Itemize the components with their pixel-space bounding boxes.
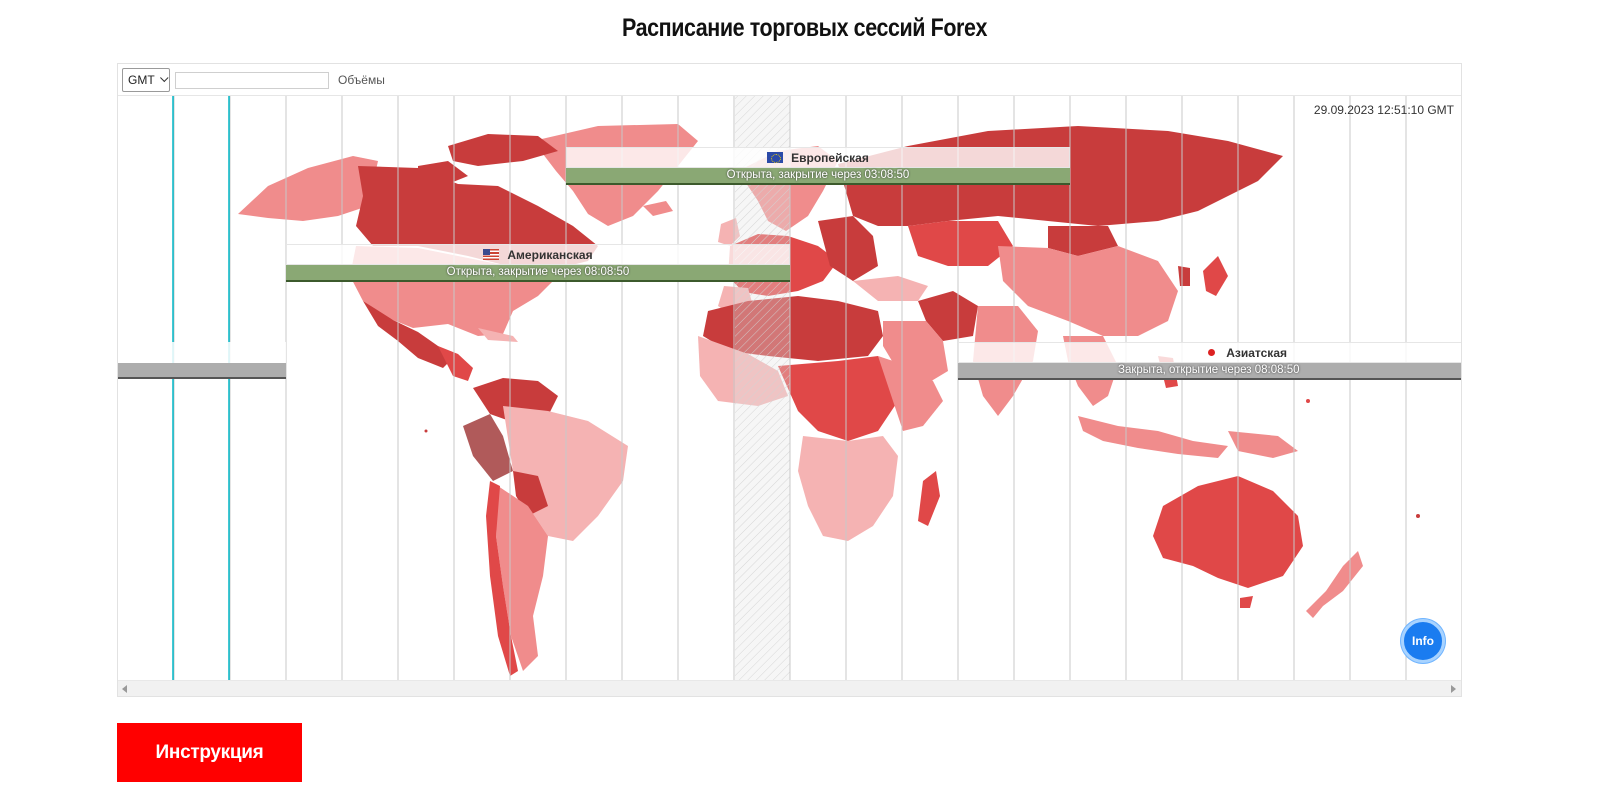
session-european-status: Открыта, закрытие через 03:08:50 [566, 168, 1070, 185]
pacific-island [1306, 399, 1310, 403]
korea [1178, 266, 1190, 286]
page-title: Расписание торговых сессий Forex [621, 14, 988, 42]
info-button[interactable]: Info [1401, 619, 1445, 663]
session-closed-bar-left [118, 363, 286, 378]
instruction-button[interactable]: Инструкция [117, 723, 302, 782]
horizontal-scrollbar[interactable] [118, 680, 1461, 696]
timezone-select-value: GMT [128, 73, 155, 87]
current-datetime: 29.09.2023 12:51:10 GMT [1313, 103, 1454, 117]
central-africa [778, 356, 898, 441]
current-time-band [735, 96, 790, 681]
jp-flag-icon [1204, 347, 1219, 358]
forex-sessions-widget: GMT Объёмы [117, 63, 1462, 697]
volumes-toggle[interactable]: Объёмы [338, 73, 385, 87]
kazakhstan [908, 221, 1013, 266]
papua [1228, 431, 1298, 458]
mexico [363, 301, 453, 368]
session-american-header: Американская [286, 244, 790, 265]
arctic-islands [418, 134, 558, 188]
timezone-select[interactable]: GMT [122, 68, 170, 92]
world-map [118, 96, 1420, 681]
hour-gridlines [173, 96, 1407, 681]
session-european-name: Европейская [791, 150, 869, 165]
toolbar: GMT Объёмы [118, 64, 1461, 96]
pacific-island [424, 429, 428, 433]
session-asian-name: Азиатская [1226, 345, 1287, 360]
iran [918, 291, 978, 341]
caribbean [478, 328, 518, 342]
session-american[interactable]: Американская Открыта, закрытие через 08:… [286, 244, 790, 282]
new-zealand [1306, 551, 1363, 618]
dst-marker-lines [172, 96, 230, 681]
chevron-down-icon [159, 73, 169, 83]
eu-flag-icon [767, 152, 784, 163]
scroll-right-icon[interactable] [1451, 685, 1456, 693]
session-american-status: Открыта, закрытие через 08:08:50 [286, 265, 790, 282]
current-time-band-tint [735, 96, 790, 681]
china [998, 246, 1178, 336]
australia [1153, 476, 1303, 588]
eastern-europe [818, 216, 878, 281]
session-american-name: Американская [507, 247, 593, 262]
mongolia [1048, 226, 1118, 256]
argentina [496, 486, 548, 671]
turkey-caucasus [853, 276, 928, 301]
southern-africa [798, 436, 898, 541]
session-european[interactable]: Европейская Открыта, закрытие через 03:0… [566, 147, 1070, 185]
alaska [238, 156, 378, 221]
us-flag-icon [483, 249, 500, 260]
session-asian-header: Азиатская [958, 342, 1461, 363]
peru [463, 414, 513, 481]
central-america [438, 346, 473, 381]
madagascar [918, 471, 940, 526]
tasmania [1240, 596, 1253, 608]
session-european-header: Европейская [566, 147, 1070, 168]
japan [1203, 256, 1228, 296]
chile [486, 481, 518, 676]
scroll-left-icon[interactable] [122, 685, 127, 693]
session-asian[interactable]: Азиатская Закрыта, открытие через 08:08:… [958, 342, 1461, 380]
session-asian-status: Закрыта, открытие через 08:08:50 [958, 363, 1461, 380]
world-map-area: 29.09.2023 12:51:10 GMT Европейская Откр… [118, 96, 1461, 681]
iceland [643, 201, 673, 216]
east-africa [878, 356, 943, 431]
timezone-offset-input[interactable] [175, 72, 329, 89]
indonesia [1078, 416, 1228, 458]
pacific-island [1416, 514, 1420, 518]
